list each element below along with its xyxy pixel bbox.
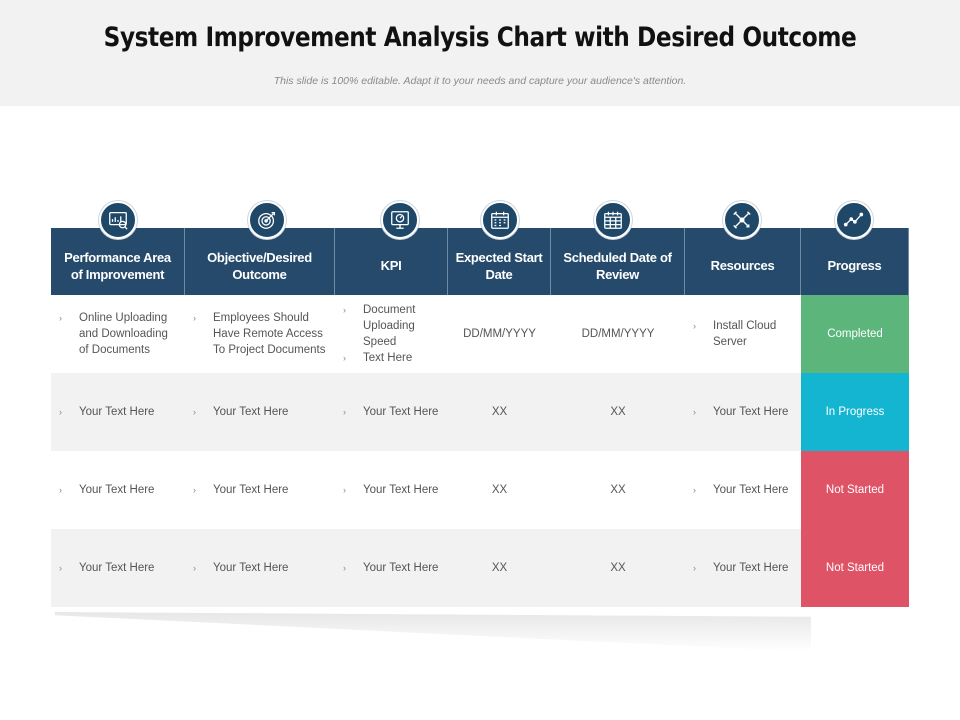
improvement-table: Performance Area of Improvement Objectiv… [51,228,909,607]
table-cell-objective: › Your Text Here [185,373,335,451]
table-cell-kpi: › Your Text Here [335,529,448,607]
header-expected-start-date: Expected Start Date [448,228,551,295]
table-cell-objective: › Employees Should Have Remote Access To … [185,295,335,373]
table-cell-review: XX [551,373,685,451]
table-cell-kpi: › Your Text Here [335,373,448,451]
table-cell-objective: › Your Text Here [185,451,335,529]
table-cell-start: DD/MM/YYYY [448,295,551,373]
table-cell-area: › Your Text Here [51,373,185,451]
header-progress: Progress [801,228,909,295]
target-icon [248,201,286,239]
table-cell-review: DD/MM/YYYY [551,295,685,373]
table-cell-start: XX [448,451,551,529]
monitor-gauge-icon [381,201,419,239]
header-kpi: KPI [335,228,448,295]
table-cell-kpi: › Document Uploading Speed › Text Here [335,295,448,373]
status-badge-not-started: Not Started [801,529,909,607]
table-cell-resources: › Install Cloud Server [685,295,801,373]
table-cell-resources: › Your Text Here [685,451,801,529]
table-cell-start: XX [448,529,551,607]
header-performance-area: Performance Area of Improvement [51,228,185,295]
table-cell-objective: › Your Text Here [185,529,335,607]
table-cell-area: › Your Text Here [51,529,185,607]
header-scheduled-review: Scheduled Date of Review [551,228,685,295]
table-cell-review: XX [551,451,685,529]
header-band [0,0,960,106]
status-badge-in-progress: In Progress [801,373,909,451]
table-cell-area: › Online Uploading and Downloading of Doc… [51,295,185,373]
calendar-grid-icon [594,201,632,239]
table-cell-area: › Your Text Here [51,451,185,529]
page-subtitle: This slide is 100% editable. Adapt it to… [273,75,687,87]
page-title: System Improvement Analysis Chart with D… [103,22,857,53]
table-cell-resources: › Your Text Here [685,373,801,451]
table-cell-kpi: › Your Text Here [335,451,448,529]
analytics-icon [99,201,137,239]
header-objective: Objective/Desired Outcome [185,228,335,295]
status-badge-not-started: Not Started [801,451,909,529]
tools-icon [723,201,761,239]
status-badge-completed: Completed [801,295,909,373]
table-shadow [55,612,811,652]
trend-line-icon [835,201,873,239]
table-cell-resources: › Your Text Here [685,529,801,607]
header-resources: Resources [685,228,801,295]
table-cell-review: XX [551,529,685,607]
table-cell-start: XX [448,373,551,451]
calendar-icon [481,201,519,239]
